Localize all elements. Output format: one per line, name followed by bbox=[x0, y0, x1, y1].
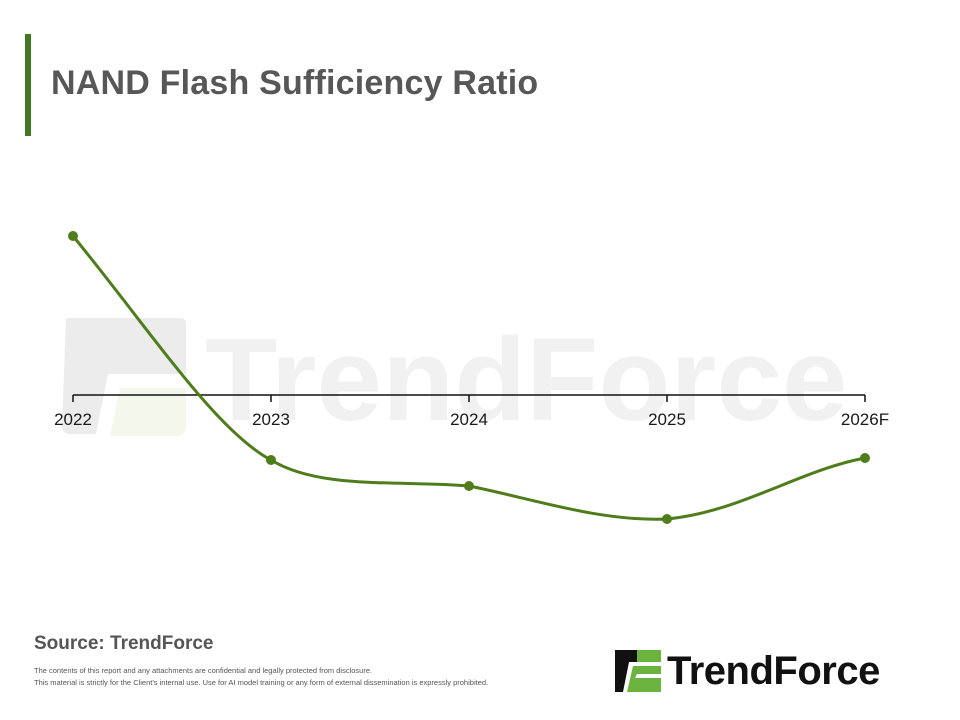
disclaimer: The contents of this report and any atta… bbox=[34, 665, 488, 689]
disclaimer-line-2: This material is strictly for the Client… bbox=[34, 678, 489, 687]
title-accent-bar bbox=[25, 34, 31, 136]
watermark-text: TrendForce bbox=[205, 314, 848, 446]
series-line bbox=[71, 234, 867, 521]
disclaimer-line-1: The contents of this report and any atta… bbox=[34, 666, 373, 675]
x-tick-label: 2022 bbox=[54, 410, 92, 429]
data-point bbox=[662, 514, 672, 524]
data-point bbox=[266, 455, 276, 465]
x-tick-label: 2025 bbox=[648, 410, 686, 429]
logo-text: TrendForce bbox=[667, 649, 880, 693]
watermark-logo-icon bbox=[62, 318, 186, 436]
data-point bbox=[860, 453, 870, 463]
data-point bbox=[68, 231, 78, 241]
x-tick-label: 2026F bbox=[841, 410, 889, 429]
trendforce-logo-icon bbox=[615, 650, 661, 692]
x-tick-label: 2023 bbox=[252, 410, 290, 429]
data-point bbox=[464, 481, 474, 491]
x-axis bbox=[72, 394, 866, 402]
line-chart: TrendForce 2022 2023 2024 2025 2026F bbox=[54, 231, 889, 524]
x-tick-labels: 2022 2023 2024 2025 2026F bbox=[54, 410, 889, 429]
trendforce-logo: TrendForce bbox=[613, 648, 933, 694]
source-label: Source: TrendForce bbox=[34, 633, 214, 654]
x-tick-label: 2024 bbox=[450, 410, 488, 429]
series-markers bbox=[68, 231, 870, 524]
page-title: NAND Flash Sufficiency Ratio bbox=[51, 64, 539, 102]
